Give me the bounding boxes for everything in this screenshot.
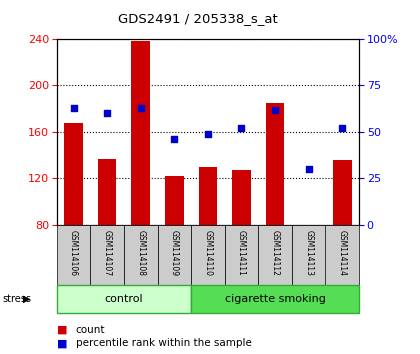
Bar [232,170,251,225]
Bar [57,225,90,285]
Text: GSM114111: GSM114111 [237,230,246,275]
Bar [326,225,359,285]
Text: control: control [105,294,143,304]
Bar [191,225,225,285]
Bar [98,159,116,225]
Text: percentile rank within the sample: percentile rank within the sample [76,338,252,348]
Bar [131,41,150,225]
Bar [266,103,284,225]
Bar [292,225,326,285]
Bar [158,225,191,285]
Text: ▶: ▶ [23,294,31,304]
Text: GSM114110: GSM114110 [203,230,213,276]
Text: stress: stress [2,294,31,304]
Bar [258,225,292,285]
Text: GSM114107: GSM114107 [102,230,112,276]
Text: GDS2491 / 205338_s_at: GDS2491 / 205338_s_at [118,12,277,25]
Text: GSM114109: GSM114109 [170,230,179,276]
Point [70,105,77,110]
Bar [57,285,191,313]
Point [137,105,144,110]
Point [305,166,312,172]
Bar [90,225,124,285]
Bar [199,167,217,225]
Text: GSM114106: GSM114106 [69,230,78,276]
Bar [64,122,83,225]
Point [104,110,110,116]
Bar [165,176,184,225]
Point [272,107,278,113]
Text: GSM114114: GSM114114 [338,230,347,276]
Point [205,131,211,137]
Point [238,125,245,131]
Point [339,125,346,131]
Bar [225,225,258,285]
Text: GSM114112: GSM114112 [270,230,280,275]
Text: count: count [76,325,105,335]
Bar [191,285,359,313]
Text: GSM114108: GSM114108 [136,230,145,276]
Text: ■: ■ [57,338,67,348]
Bar [124,225,158,285]
Point [171,136,178,142]
Text: cigarette smoking: cigarette smoking [225,294,326,304]
Text: GSM114113: GSM114113 [304,230,313,276]
Text: ■: ■ [57,325,67,335]
Bar [333,160,352,225]
